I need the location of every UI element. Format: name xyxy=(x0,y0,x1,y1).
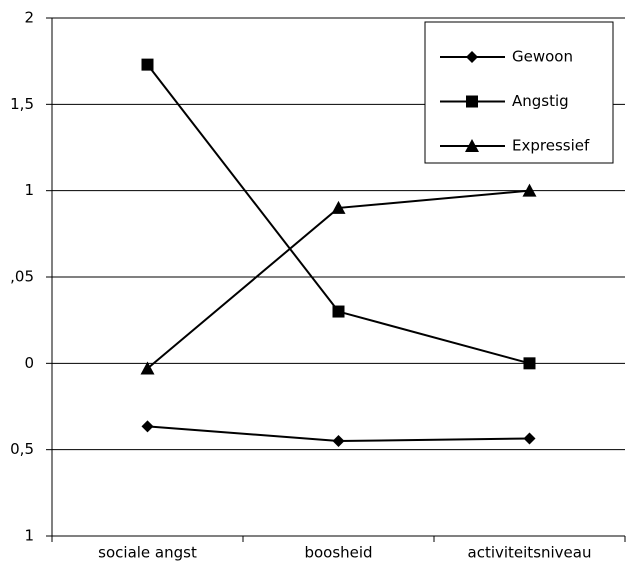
y-tick-label: 0 xyxy=(24,354,34,372)
marker xyxy=(332,305,345,318)
y-tick-label: ,05 xyxy=(10,268,34,286)
x-tick-label: sociale angst xyxy=(98,544,197,562)
y-tick-label: 1 xyxy=(24,527,34,545)
marker xyxy=(141,58,154,71)
marker xyxy=(466,95,478,108)
series-line xyxy=(146,189,530,370)
marker xyxy=(522,183,537,197)
legend-label: Gewoon xyxy=(512,48,573,66)
marker xyxy=(331,200,346,214)
x-tick-label: boosheid xyxy=(304,544,372,562)
marker xyxy=(523,432,536,445)
marker xyxy=(141,420,154,433)
y-tick-label: 0,5 xyxy=(10,440,34,458)
y-tick-label: 2 xyxy=(24,9,34,27)
legend-label: Angstig xyxy=(512,92,569,110)
marker xyxy=(332,435,345,448)
marker xyxy=(465,139,479,152)
x-tick-label: activiteitsniveau xyxy=(468,544,592,562)
marker xyxy=(523,357,536,370)
y-tick-label: 1 xyxy=(24,181,34,199)
legend-box xyxy=(424,21,614,164)
y-tick-label: 1,5 xyxy=(10,95,34,113)
marker xyxy=(466,51,478,63)
marker xyxy=(140,361,155,375)
legend-label: Expressief xyxy=(512,137,590,155)
